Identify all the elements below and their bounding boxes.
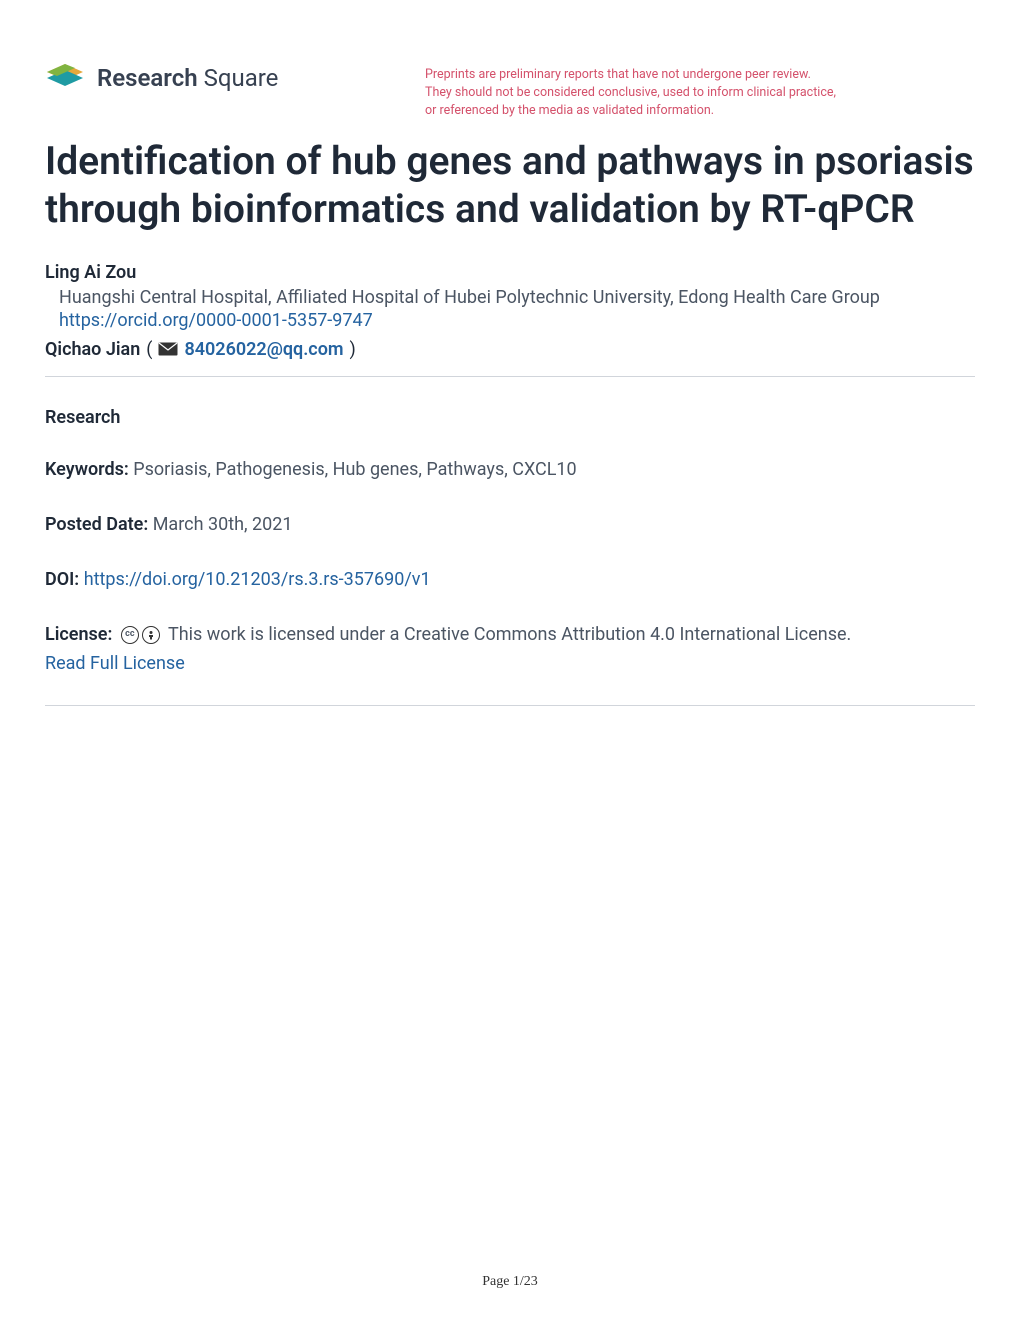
license-row: License: cc This work is licensed under … <box>45 621 975 677</box>
email-icon <box>158 342 178 356</box>
logo-text-bold: Research <box>97 64 198 92</box>
logo-text: Research Square <box>97 64 278 92</box>
author-name: Qichao Jian <box>45 339 140 360</box>
paren: ) <box>350 339 356 360</box>
posted-date-value: March 30th, 2021 <box>153 514 293 535</box>
logo: Research Square <box>45 60 425 96</box>
license-label: License: <box>45 624 117 645</box>
keywords-row: Keywords: Psoriasis, Pathogenesis, Hub g… <box>45 456 975 483</box>
disclaimer-line: Preprints are preliminary reports that h… <box>425 66 975 84</box>
authors-block: Ling Ai Zou Huangshi Central Hospital, A… <box>45 262 975 360</box>
license-icons: cc <box>121 626 160 644</box>
license-read-link[interactable]: Read Full License <box>45 650 975 677</box>
doi-label: DOI: <box>45 569 84 590</box>
email-link[interactable]: 84026022@qq.com <box>184 339 343 360</box>
page-number: Page 1/23 <box>0 1274 1020 1290</box>
author-name: Ling Ai Zou <box>45 262 975 283</box>
author-affiliation: Huangshi Central Hospital, Affiliated Ho… <box>59 287 975 308</box>
paren: ( <box>146 339 152 360</box>
logo-mark-icon <box>45 60 85 96</box>
divider <box>45 705 975 706</box>
posted-date-label: Posted Date: <box>45 514 153 535</box>
disclaimer-line: or referenced by the media as validated … <box>425 102 975 120</box>
keywords-label: Keywords: <box>45 459 133 480</box>
posted-date-row: Posted Date: March 30th, 2021 <box>45 511 975 538</box>
preprint-disclaimer: Preprints are preliminary reports that h… <box>425 60 975 120</box>
cc-icon: cc <box>121 626 139 644</box>
keywords-value: Psoriasis, Pathogenesis, Hub genes, Path… <box>133 459 576 480</box>
doi-row: DOI: https://doi.org/10.21203/rs.3.rs-35… <box>45 566 975 593</box>
doi-link[interactable]: https://doi.org/10.21203/rs.3.rs-357690/… <box>84 569 431 590</box>
header: Research Square Preprints are preliminar… <box>45 60 975 120</box>
by-icon <box>142 626 160 644</box>
license-text: This work is licensed under a Creative C… <box>168 624 851 645</box>
article-type: Research <box>45 407 975 428</box>
orcid-link[interactable]: https://orcid.org/0000-0001-5357-9747 <box>59 310 975 331</box>
disclaimer-line: They should not be considered conclusive… <box>425 84 975 102</box>
logo-text-light: Square <box>198 64 279 92</box>
author-row: Qichao Jian ( 84026022@qq.com ) <box>45 339 975 360</box>
paper-title: Identification of hub genes and pathways… <box>45 138 975 233</box>
divider <box>45 376 975 377</box>
